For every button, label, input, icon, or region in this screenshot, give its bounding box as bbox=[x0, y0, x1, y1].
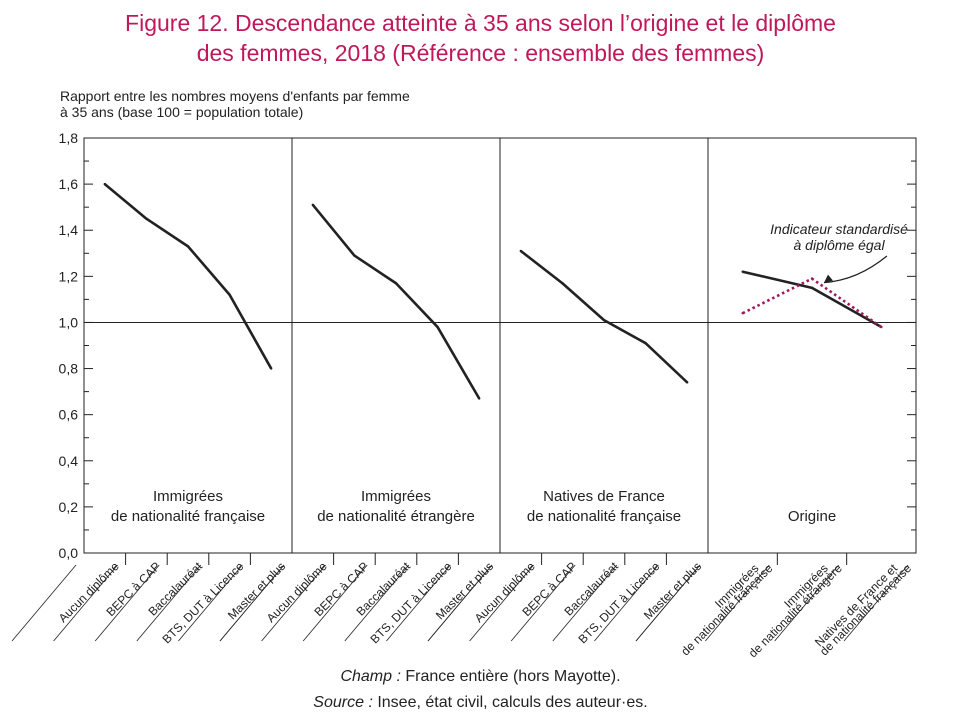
champ-label: Champ : bbox=[340, 668, 401, 685]
y-axis-label-line2: à 35 ans (base 100 = population totale) bbox=[60, 104, 304, 120]
panel-label-line2: Origine bbox=[788, 508, 836, 525]
x-separator-line bbox=[302, 564, 368, 642]
x-separator-line bbox=[635, 564, 701, 642]
x-separator-line bbox=[552, 564, 618, 642]
chart-title: Figure 12. Descendance atteinte à 35 ans… bbox=[0, 8, 961, 68]
panel-label-line2: de nationalité française bbox=[111, 508, 265, 525]
panel-label-line2: de nationalité étrangère bbox=[317, 508, 475, 525]
series-line bbox=[520, 249, 689, 384]
y-tick-label: 1,2 bbox=[59, 268, 79, 284]
annotation-arrowhead bbox=[824, 274, 833, 283]
series-line bbox=[311, 204, 481, 400]
x-separator-line bbox=[705, 564, 770, 642]
series-point bbox=[103, 182, 107, 186]
series-point bbox=[478, 397, 481, 400]
x-separator-line bbox=[94, 564, 160, 642]
y-axis-label-line1: Rapport entre les nombres moyens d'enfan… bbox=[60, 88, 410, 104]
series-point bbox=[436, 325, 439, 329]
series-point bbox=[311, 203, 314, 207]
standardized-point bbox=[880, 325, 883, 329]
y-tick-label: 0,2 bbox=[59, 499, 79, 515]
y-tick-label: 1,8 bbox=[59, 130, 79, 146]
y-tick-label: 1,4 bbox=[59, 222, 79, 238]
y-tick-label: 0,8 bbox=[59, 361, 79, 377]
y-tick-label: 0,6 bbox=[59, 407, 79, 423]
x-separator-line bbox=[261, 564, 326, 642]
x-separator-line bbox=[469, 564, 534, 642]
x-separator-line bbox=[136, 564, 202, 642]
y-axis-label: Rapport entre les nombres moyens d'enfan… bbox=[60, 88, 410, 120]
source-label: Source : bbox=[313, 694, 373, 711]
x-separator-line bbox=[843, 564, 909, 642]
x-separator-line bbox=[510, 564, 576, 642]
chart-title-line1: Figure 12. Descendance atteinte à 35 ans… bbox=[125, 10, 836, 36]
series-line bbox=[103, 183, 273, 370]
annotation-arrow bbox=[823, 255, 888, 284]
panel-label-line1: Natives de France bbox=[543, 488, 665, 505]
standardized-line bbox=[742, 277, 883, 329]
series-point bbox=[228, 293, 231, 296]
footer-source: Source : Insee, état civil, calculs des … bbox=[0, 694, 961, 712]
series-point bbox=[602, 318, 606, 322]
annotation-line2: à diplôme égal bbox=[794, 237, 886, 253]
annotation-line1: Indicateur standardisé bbox=[770, 221, 908, 237]
x-separator-line bbox=[344, 564, 410, 642]
series-point bbox=[810, 286, 814, 290]
standardized-point bbox=[741, 312, 744, 315]
series-point bbox=[686, 381, 689, 384]
panel-label-line2: de nationalité française bbox=[527, 508, 681, 525]
series-point bbox=[353, 254, 356, 257]
y-tick-label: 1,0 bbox=[59, 314, 79, 330]
series-point bbox=[644, 341, 647, 345]
x-separator-line bbox=[427, 564, 493, 642]
standardized-point bbox=[810, 277, 814, 280]
series-point bbox=[186, 245, 190, 248]
x-separator-line bbox=[11, 564, 77, 642]
panel-label-line1: Immigrées bbox=[361, 488, 431, 505]
chart-title-line2: des femmes, 2018 (Référence : ensemble d… bbox=[196, 40, 765, 66]
series-point bbox=[519, 249, 522, 253]
x-separator-line bbox=[178, 564, 243, 642]
x-separator-line bbox=[774, 564, 839, 642]
series-point bbox=[561, 282, 564, 285]
series-point bbox=[394, 282, 398, 285]
y-tick-label: 0,0 bbox=[59, 545, 79, 561]
footer-champ: Champ : France entière (hors Mayotte). bbox=[0, 668, 961, 686]
x-separator-line bbox=[594, 564, 659, 642]
series-point bbox=[270, 367, 273, 370]
x-separator-line bbox=[219, 564, 285, 642]
series-point bbox=[741, 270, 744, 273]
series-point bbox=[145, 217, 148, 220]
y-tick-label: 0,4 bbox=[59, 453, 79, 469]
champ-text: France entière (hors Mayotte). bbox=[400, 668, 621, 685]
panel-label-line1: Immigrées bbox=[153, 488, 223, 505]
y-tick-label: 1,6 bbox=[59, 176, 79, 192]
source-text: Insee, état civil, calculs des auteur·es… bbox=[372, 694, 648, 711]
x-separator-line bbox=[386, 564, 451, 642]
x-separator-line bbox=[53, 564, 118, 642]
